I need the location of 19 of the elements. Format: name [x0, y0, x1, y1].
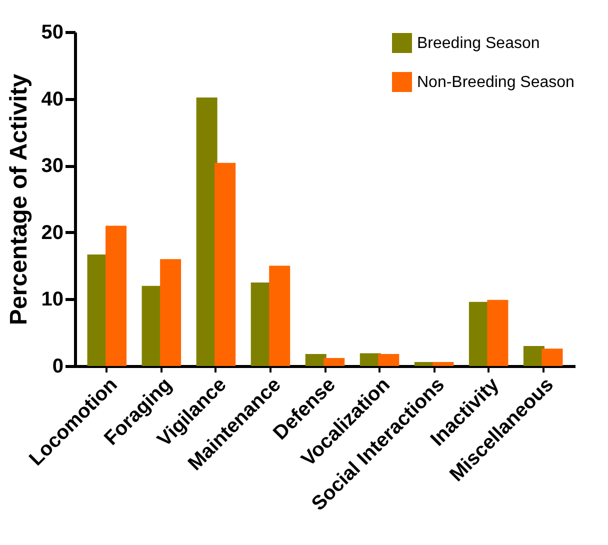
bar [214, 162, 236, 366]
y-tick-label: 40 [41, 88, 64, 110]
y-tick-label: 10 [41, 288, 64, 311]
bar [305, 354, 326, 366]
bar [487, 300, 508, 366]
bar [160, 259, 182, 366]
y-tick-label: 30 [41, 155, 64, 178]
bar [106, 226, 127, 366]
bar [378, 354, 400, 366]
y-axis-title: Percentage of Activity [5, 73, 32, 326]
bar [324, 358, 345, 366]
bar [542, 348, 563, 366]
y-tick-label: 20 [41, 222, 64, 244]
y-tick-label: 50 [41, 22, 64, 44]
bar [269, 266, 290, 366]
y-tick-label: 0 [52, 356, 64, 378]
legend-label: Non-Breeding Season [417, 74, 574, 91]
bar [432, 362, 454, 366]
legend-label: Breeding Season [417, 35, 540, 52]
